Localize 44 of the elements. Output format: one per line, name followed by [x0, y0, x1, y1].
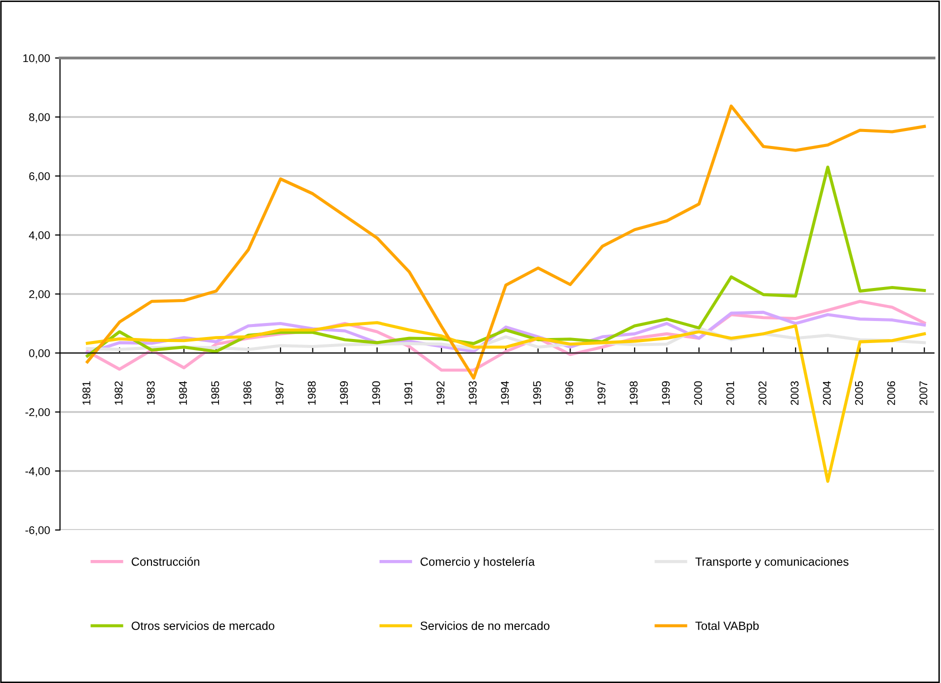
- x-tick-label: 1995: [533, 381, 542, 405]
- x-tick-label: 1988: [308, 381, 316, 405]
- x-tick-label: 2004: [822, 381, 831, 405]
- legend-label: Servicios de no mercado: [420, 621, 550, 630]
- x-tick-label: 1989: [340, 381, 348, 405]
- y-tick-label: 4,00: [28, 231, 50, 240]
- y-tick-label: -2,00: [25, 408, 50, 418]
- y-tick-label: 2,00: [29, 290, 50, 300]
- x-tick-label: 1985: [211, 381, 220, 405]
- x-tick-label: 1983: [146, 381, 155, 405]
- x-tick-label: 1994: [500, 381, 509, 405]
- x-tick-label: 1999: [662, 381, 670, 405]
- y-tick-label: 0,00: [29, 349, 50, 358]
- line-series: [86, 166, 926, 358]
- x-tick-label: 1992: [436, 381, 444, 405]
- x-tick-label: 1990: [372, 381, 380, 405]
- legend-label: Otros servicios de mercado: [132, 621, 274, 630]
- legend-label: Transporte y comunicaciones: [695, 557, 848, 568]
- x-tick-label: 2005: [855, 381, 863, 405]
- x-tick-label: 1984: [179, 381, 187, 405]
- x-tick-label: 2003: [790, 381, 799, 405]
- x-tick-label: 1987: [276, 381, 284, 405]
- line-series: [86, 104, 926, 380]
- legend-label: Construcción: [132, 557, 200, 566]
- x-tick-label: 1997: [598, 381, 606, 405]
- x-tick-label: 2000: [694, 381, 702, 405]
- x-tick-label: 2006: [887, 381, 896, 405]
- y-tick-label: 10,00: [23, 54, 50, 64]
- x-tick-label: 1996: [565, 381, 574, 405]
- legend-label: Total VABpb: [695, 621, 759, 632]
- x-tick-label: 1991: [404, 381, 412, 405]
- x-tick-label: 1982: [114, 381, 123, 405]
- y-tick-label: -4,00: [25, 467, 50, 476]
- x-tick-label: 2002: [758, 381, 766, 405]
- x-tick-label: 1998: [630, 381, 638, 405]
- y-tick-label: 8,00: [29, 113, 50, 122]
- x-tick-label: 1993: [468, 381, 477, 405]
- x-tick-label: 2007: [919, 381, 928, 405]
- x-tick-label: 1986: [243, 381, 252, 405]
- y-tick-label: 6,00: [29, 172, 50, 182]
- legend-label: Comercio y hostelería: [420, 557, 535, 568]
- x-tick-label: 2001: [726, 381, 734, 405]
- y-tick-label: -6,00: [25, 526, 50, 536]
- x-tick-label: 1981: [82, 381, 90, 405]
